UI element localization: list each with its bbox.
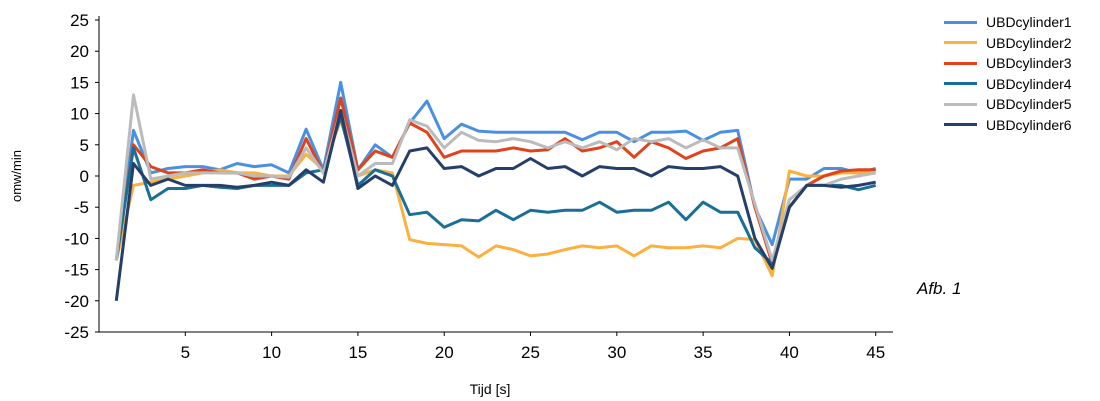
y-tick-label: 10 xyxy=(70,105,89,124)
legend-item-ubdcylinder3: UBDcylinder3 xyxy=(944,53,1072,74)
x-tick-label: 15 xyxy=(348,343,367,362)
y-tick-label: 15 xyxy=(70,73,89,92)
legend-swatch xyxy=(944,41,977,45)
x-tick-label: 35 xyxy=(694,343,713,362)
y-axis-label: omw/min xyxy=(9,150,24,202)
legend-label: UBDcylinder2 xyxy=(986,34,1072,51)
series-line-ubdcylinder6 xyxy=(114,109,876,301)
legend-label: UBDcylinder1 xyxy=(986,14,1072,31)
legend-item-ubdcylinder2: UBDcylinder2 xyxy=(944,33,1072,54)
series-line-ubdcylinder4 xyxy=(114,115,877,265)
y-tick-label: 0 xyxy=(80,167,89,186)
legend: UBDcylinder1 UBDcylinder2 UBDcylinder3 UBDc… xyxy=(944,12,1072,135)
y-tick-label: 5 xyxy=(80,136,89,155)
x-tick-label: 5 xyxy=(181,343,190,362)
legend-swatch xyxy=(944,102,977,106)
legend-swatch xyxy=(944,82,977,86)
series-line-ubdcylinder5 xyxy=(114,93,876,262)
axes xyxy=(98,16,893,333)
x-axis-label: Tijd [s] xyxy=(470,381,511,397)
y-tick-label: -15 xyxy=(64,261,89,280)
x-tick-label: 10 xyxy=(262,343,281,362)
legend-swatch xyxy=(944,61,977,65)
legend-item-ubdcylinder4: UBDcylinder4 xyxy=(944,74,1072,95)
series-lines xyxy=(114,80,877,301)
legend-label: UBDcylinder3 xyxy=(986,55,1072,72)
legend-swatch xyxy=(944,123,977,127)
legend-item-ubdcylinder5: UBDcylinder5 xyxy=(944,94,1072,115)
figure-caption: Afb. 1 xyxy=(917,279,962,298)
y-tick-label: -25 xyxy=(64,323,89,342)
legend-label: UBDcylinder4 xyxy=(986,75,1072,92)
legend-item-ubdcylinder6: UBDcylinder6 xyxy=(944,115,1072,136)
x-tick-label: 45 xyxy=(866,343,885,362)
x-tick-label: 20 xyxy=(435,343,454,362)
legend-label: UBDcylinder5 xyxy=(986,96,1072,113)
x-axis-ticks: 5 10 15 20 25 30 35 40 45 xyxy=(181,332,885,362)
y-axis-ticks: 25 20 15 10 5 0 -5 -10 -15 -20 -25 xyxy=(64,11,99,342)
legend-swatch xyxy=(944,20,977,24)
legend-label: UBDcylinder6 xyxy=(986,116,1072,133)
series-line-ubdcylinder3 xyxy=(114,96,876,265)
x-tick-label: 40 xyxy=(780,343,799,362)
y-tick-label: -10 xyxy=(64,229,89,248)
x-tick-label: 25 xyxy=(521,343,540,362)
legend-item-ubdcylinder1: UBDcylinder1 xyxy=(944,12,1072,33)
y-tick-label: 20 xyxy=(70,42,89,61)
y-tick-label: -5 xyxy=(74,198,89,217)
x-tick-label: 30 xyxy=(607,343,626,362)
y-tick-label: 25 xyxy=(70,11,89,30)
y-tick-label: -20 xyxy=(64,292,89,311)
